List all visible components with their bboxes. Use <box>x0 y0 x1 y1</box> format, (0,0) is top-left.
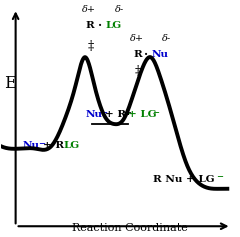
Text: ‡: ‡ <box>135 65 141 78</box>
Text: δ-: δ- <box>115 5 125 14</box>
Text: LG: LG <box>63 141 79 150</box>
Text: ·: · <box>144 48 148 61</box>
Text: R: R <box>86 22 94 31</box>
Text: LG: LG <box>106 22 122 31</box>
Text: + LG: + LG <box>128 110 157 119</box>
Text: R Nu + LG: R Nu + LG <box>153 175 215 184</box>
Text: −: − <box>216 173 223 182</box>
Text: Nu: Nu <box>86 110 103 119</box>
Text: ‡: ‡ <box>87 40 93 53</box>
Text: + R: + R <box>43 141 64 150</box>
Text: Reaction Coordinate: Reaction Coordinate <box>72 223 187 233</box>
Text: + R: + R <box>105 110 126 119</box>
Text: ·: · <box>98 19 102 32</box>
Text: −: − <box>38 140 45 148</box>
Text: +: + <box>124 109 131 117</box>
Text: Nu: Nu <box>152 50 169 59</box>
Text: δ+: δ+ <box>130 34 144 43</box>
Text: −: − <box>152 109 159 117</box>
Text: δ+: δ+ <box>82 5 96 14</box>
Text: R: R <box>133 50 142 59</box>
Text: −: − <box>100 109 107 117</box>
Text: δ-: δ- <box>162 34 171 43</box>
Text: E: E <box>4 75 16 92</box>
Text: Nu: Nu <box>23 141 40 150</box>
